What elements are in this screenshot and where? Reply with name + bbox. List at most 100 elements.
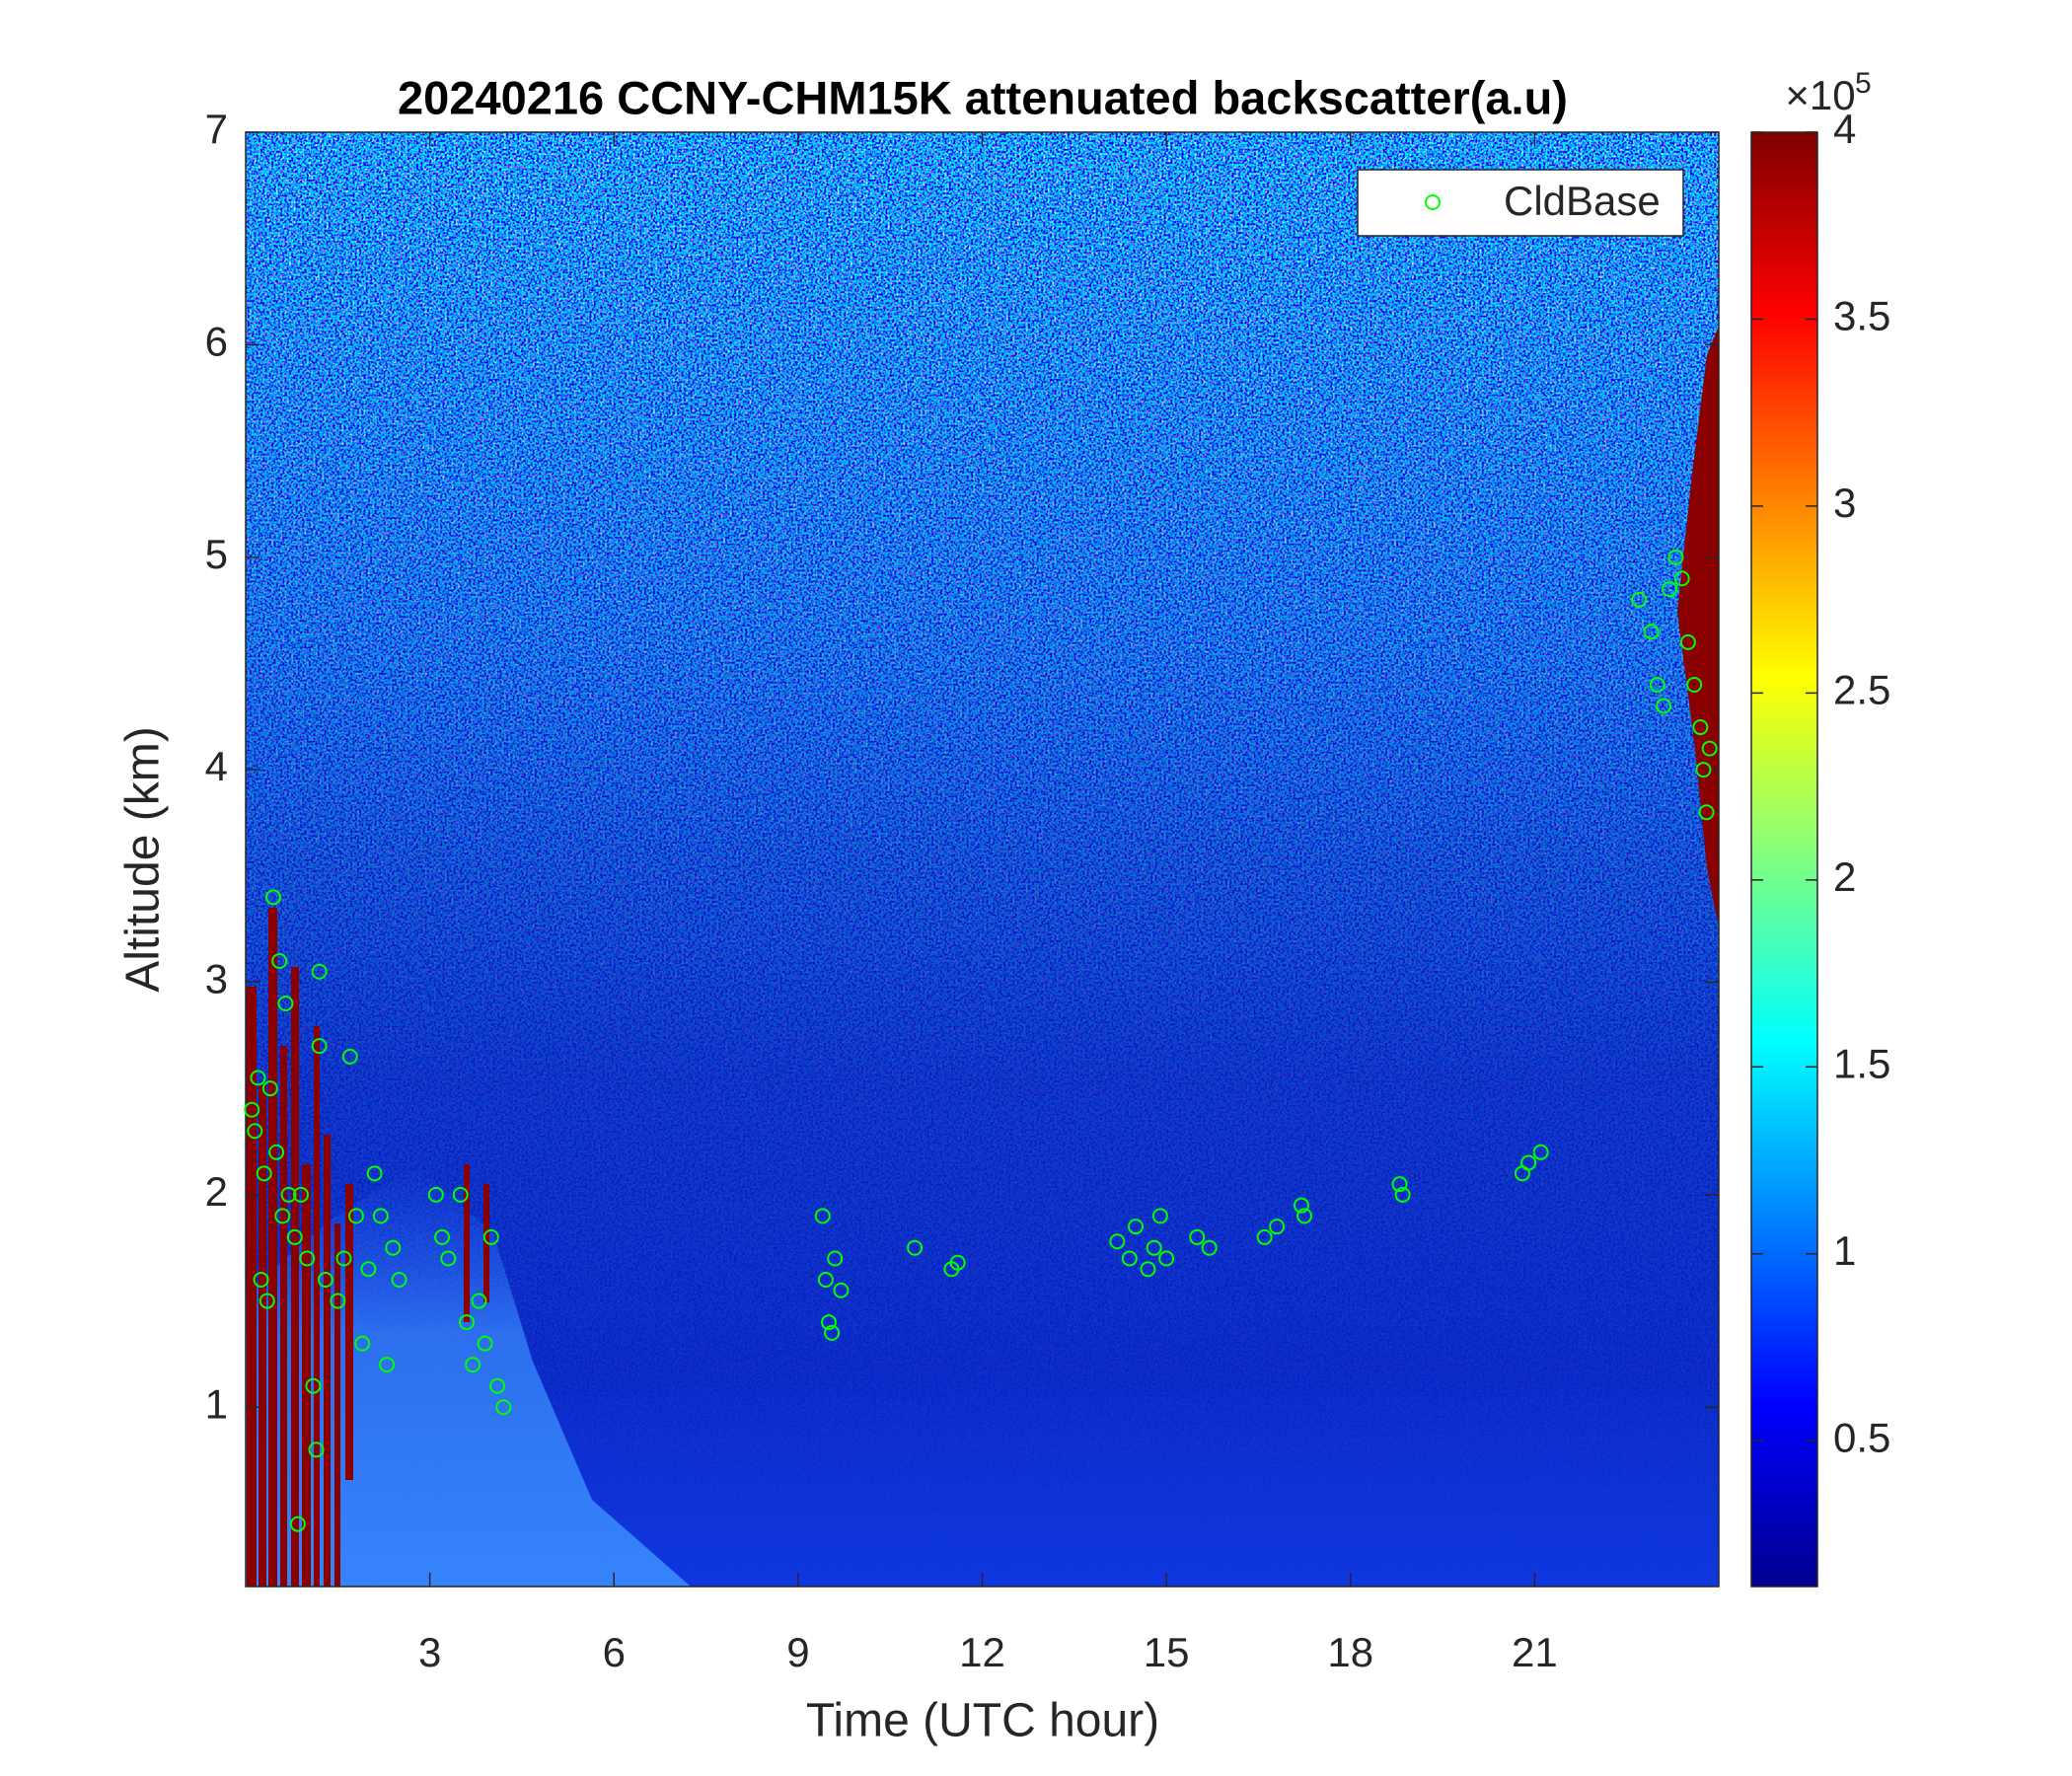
cloud-base-point bbox=[385, 1239, 402, 1256]
cloud-base-point bbox=[308, 1442, 325, 1458]
cloud-base-point bbox=[1673, 570, 1690, 587]
cloud-base-point bbox=[1394, 1186, 1411, 1203]
cloud-base-point bbox=[1293, 1197, 1309, 1214]
legend-label: CldBase bbox=[1504, 178, 1661, 224]
cloud-base-point bbox=[280, 1186, 297, 1203]
x-tick-label: 9 bbox=[786, 1629, 809, 1675]
cloud-base-point bbox=[482, 1228, 499, 1245]
colorbar bbox=[1750, 131, 1818, 1588]
legend-marker bbox=[1425, 194, 1441, 210]
cloud-base-point bbox=[1151, 1208, 1168, 1224]
cloud-base-point bbox=[1189, 1228, 1206, 1245]
y-tick-label: 1 bbox=[205, 1380, 228, 1427]
cloud-base-point bbox=[1662, 581, 1678, 598]
cloud-base-point bbox=[244, 1101, 260, 1118]
cloud-base-point bbox=[299, 1250, 316, 1267]
cloud-right bbox=[1677, 326, 1719, 927]
cloud-base-point bbox=[1296, 1208, 1313, 1224]
colorbar-tick-label: 4 bbox=[1833, 106, 1856, 152]
cloud-base-point bbox=[259, 1293, 275, 1309]
cloud-base-point bbox=[292, 1186, 309, 1203]
cloud-base-point bbox=[341, 1048, 358, 1065]
cloud-base-point bbox=[1667, 549, 1684, 565]
cloud-base-point bbox=[1158, 1250, 1175, 1267]
cloud-base-point bbox=[379, 1357, 396, 1373]
legend-box bbox=[1357, 169, 1684, 237]
cloud-base-point bbox=[1391, 1176, 1408, 1193]
cloud-base-point bbox=[440, 1250, 457, 1267]
cloud-base-point bbox=[274, 1208, 291, 1224]
x-axis-label: Time (UTC hour) bbox=[806, 1695, 1159, 1747]
cloud-base-point bbox=[330, 1293, 346, 1309]
cloud-base-point bbox=[1631, 591, 1648, 608]
cloud-base-point bbox=[247, 1123, 263, 1140]
y-tick-label: 7 bbox=[205, 106, 228, 152]
colorbar-tick-label: 0.5 bbox=[1833, 1414, 1890, 1460]
cloud-base-point bbox=[1532, 1144, 1549, 1160]
cloud-base-point bbox=[1128, 1219, 1145, 1235]
cloud-base-point bbox=[1695, 762, 1712, 778]
cloud-base-point bbox=[465, 1357, 481, 1373]
y-tick-label: 6 bbox=[205, 318, 228, 364]
cloud-base-point bbox=[256, 1165, 272, 1182]
cloud-base-point bbox=[1692, 719, 1709, 736]
chart-title: 20240216 CCNY-CHM15K attenuated backscat… bbox=[398, 71, 1568, 123]
cloud-base-point bbox=[372, 1208, 389, 1224]
cloud-base-point bbox=[317, 1272, 333, 1289]
cloud-base-point bbox=[820, 1314, 837, 1331]
cloud-base-point bbox=[817, 1272, 834, 1289]
y-tick-label: 5 bbox=[205, 531, 228, 577]
cloud-base-point bbox=[949, 1254, 966, 1271]
cloud-base-point bbox=[391, 1272, 407, 1289]
cloud-base-point bbox=[814, 1208, 831, 1224]
cloud-base-point bbox=[1109, 1233, 1126, 1250]
cloud-base-point bbox=[268, 1144, 285, 1160]
cloud-base-point bbox=[452, 1186, 469, 1203]
cloud-base-point bbox=[360, 1261, 377, 1278]
cloud-base-point bbox=[827, 1250, 844, 1267]
surface-layer bbox=[246, 1164, 691, 1587]
cloud-base-point bbox=[1698, 804, 1715, 821]
cloud-base-point bbox=[458, 1314, 475, 1331]
y-tick-label: 3 bbox=[205, 956, 228, 1002]
cloud-base-point bbox=[1679, 633, 1696, 650]
cloud-base-point bbox=[824, 1324, 841, 1341]
cloud-base-point bbox=[1256, 1228, 1273, 1245]
cloud-base-point bbox=[489, 1377, 506, 1394]
y-tick-label: 4 bbox=[205, 743, 228, 789]
colorbar-tick-label: 1 bbox=[1833, 1227, 1856, 1274]
y-tick-label: 2 bbox=[205, 1168, 228, 1215]
cloud-base-point bbox=[833, 1282, 850, 1298]
x-tick-label: 15 bbox=[1144, 1629, 1190, 1675]
colorbar-tick-label: 2 bbox=[1833, 853, 1856, 900]
cloud-base-point bbox=[1643, 624, 1660, 640]
cloud-base-point bbox=[1269, 1219, 1286, 1235]
cloud-base-point bbox=[427, 1186, 444, 1203]
cloud-base-point bbox=[1701, 740, 1718, 757]
colorbar-tick-label: 3.5 bbox=[1833, 293, 1890, 339]
cloud-base-point bbox=[1520, 1154, 1537, 1171]
cloud-base-point bbox=[434, 1228, 451, 1245]
cloud-base-point bbox=[1121, 1250, 1138, 1267]
cloud-base-point bbox=[1649, 676, 1665, 693]
cloud-base-point bbox=[311, 1038, 328, 1055]
cloud-base-point bbox=[271, 952, 288, 969]
cloud-base-point bbox=[477, 1335, 493, 1352]
cloud-base-point bbox=[471, 1293, 487, 1309]
cloud-base-point bbox=[305, 1377, 322, 1394]
cloud-base-point bbox=[311, 963, 328, 980]
cloud-base-point bbox=[1656, 698, 1672, 714]
y-axis-label: Altitude (km) bbox=[117, 726, 170, 992]
colorbar-multiplier: ×10 bbox=[1785, 72, 1855, 118]
cloud-base-point bbox=[1146, 1239, 1162, 1256]
cloud-base-point bbox=[286, 1228, 303, 1245]
colorbar-tick-label: 1.5 bbox=[1833, 1040, 1890, 1086]
cloud-base-point bbox=[289, 1516, 306, 1532]
cloud-base-point bbox=[495, 1399, 512, 1416]
cloud-base-point bbox=[250, 1070, 266, 1086]
cloud-base-point bbox=[264, 889, 281, 906]
cloud-base-point bbox=[253, 1272, 269, 1289]
cloud-base-point bbox=[1140, 1261, 1156, 1278]
colorbar-tick-label: 3 bbox=[1833, 480, 1856, 526]
